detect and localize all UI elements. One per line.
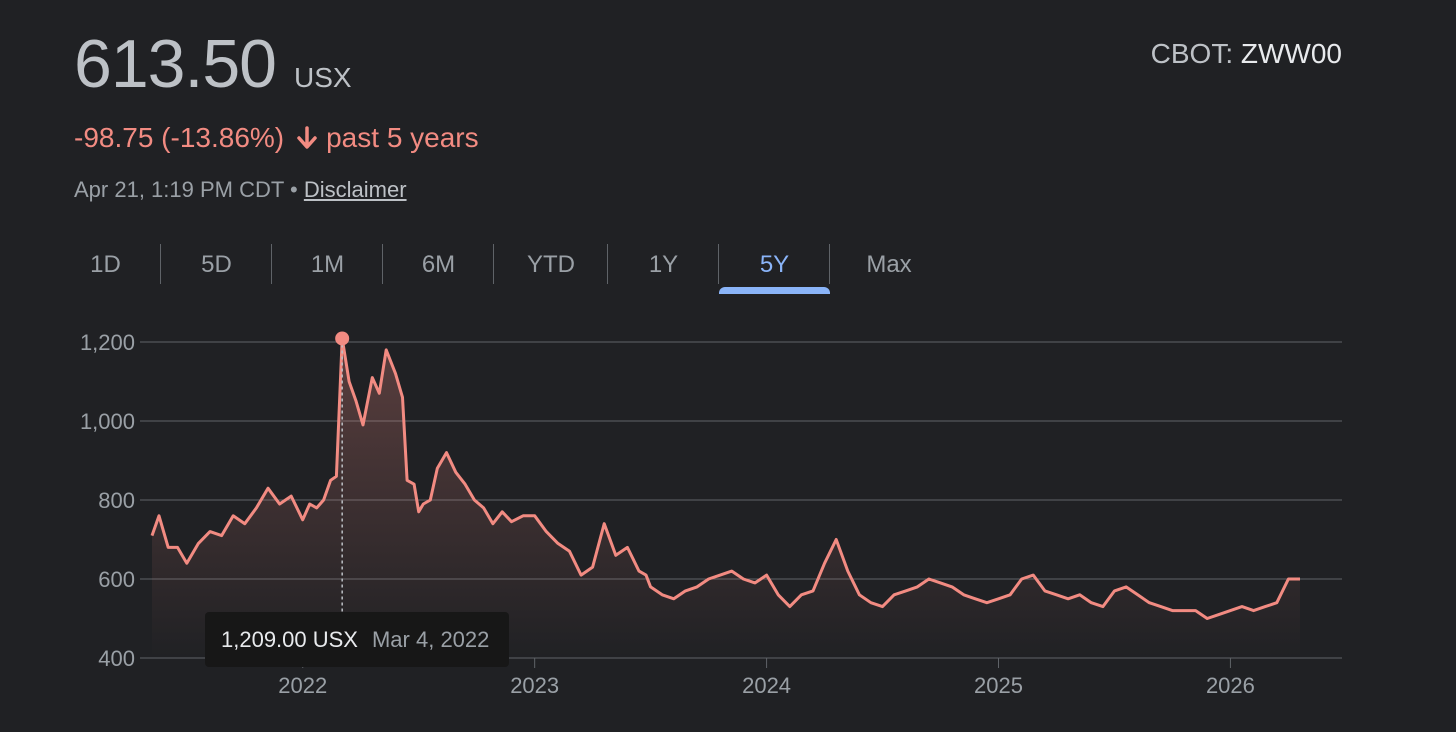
y-axis-labels: 400 600 800 1,000 1,200 — [80, 330, 135, 671]
x-tick-label: 2024 — [742, 673, 791, 698]
timestamp: Apr 21, 1:19 PM CDT — [74, 177, 284, 202]
y-tick-label: 1,200 — [80, 330, 135, 355]
meta-row: Apr 21, 1:19 PM CDT • Disclaimer — [74, 177, 407, 203]
tab-5y[interactable]: 5Y — [719, 240, 830, 294]
x-tick-label: 2022 — [278, 673, 327, 698]
y-tick-label: 1,000 — [80, 409, 135, 434]
tab-1d[interactable]: 1D — [50, 240, 161, 290]
tab-1m[interactable]: 1M — [272, 240, 383, 290]
tooltip-value: 1,209.00 USX — [221, 626, 358, 652]
tab-6m[interactable]: 6M — [383, 240, 494, 290]
meta-separator: • — [290, 177, 298, 202]
tooltip-date: Mar 4, 2022 — [371, 626, 490, 652]
x-tick-label: 2023 — [510, 673, 559, 698]
ticker-symbol: ZWW00 — [1240, 38, 1342, 69]
y-tick-label: 400 — [98, 646, 135, 671]
tab-5d[interactable]: 5D — [161, 240, 272, 290]
range-tabs: 1D 5D 1M 6M YTD 1Y 5Y Max — [50, 240, 948, 294]
current-price: 613.50 — [74, 26, 277, 102]
price-series-line — [150, 336, 1300, 620]
price-row: 613.50 USX — [74, 30, 352, 98]
currency-label: USX — [293, 62, 352, 93]
exchange-prefix: CBOT: — [1150, 38, 1234, 69]
disclaimer-link[interactable]: Disclaimer — [303, 177, 407, 202]
tab-1y[interactable]: 1Y — [608, 240, 719, 290]
x-tick-label: 2026 — [1206, 673, 1255, 698]
tab-ytd[interactable]: YTD — [494, 240, 608, 290]
x-axis-labels: 2022 2023 2024 2025 2026 — [278, 658, 1255, 698]
y-tick-label: 600 — [98, 567, 135, 592]
price-change: -98.75 (-13.86%) past 5 years — [74, 122, 479, 154]
exchange-symbol: CBOT: ZWW00 — [1151, 38, 1342, 70]
arrow-down-icon — [297, 126, 317, 149]
x-tick-label: 2025 — [974, 673, 1023, 698]
tab-max[interactable]: Max — [866, 251, 912, 278]
highlight-point — [335, 331, 350, 346]
change-period: past 5 years — [326, 122, 479, 153]
chart-tooltip: 1,209.00 USX Mar 4, 2022 — [205, 612, 509, 667]
change-value: -98.75 (-13.86%) — [74, 122, 285, 153]
y-tick-label: 800 — [98, 488, 135, 513]
price-area-fill — [152, 338, 1300, 658]
price-chart[interactable]: 400 600 800 1,000 1,200 2022 2023 2024 2025 2026 — [0, 300, 1456, 732]
